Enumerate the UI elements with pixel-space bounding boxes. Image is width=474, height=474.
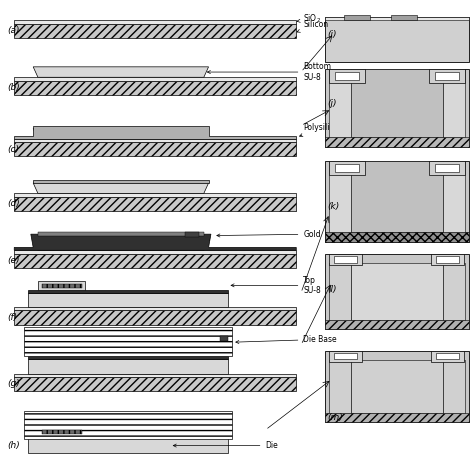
Bar (325, 137, 469, 147)
Text: (k): (k) (327, 202, 339, 210)
Bar (436, 353, 459, 359)
Bar (14, 197, 296, 211)
Bar (14, 193, 296, 197)
Bar (443, 69, 465, 137)
Bar (435, 72, 459, 80)
Bar (329, 69, 365, 83)
Text: Die Base: Die Base (236, 335, 337, 344)
Bar (14, 307, 296, 310)
Text: (b): (b) (7, 83, 20, 92)
Bar (28, 293, 228, 307)
Bar (329, 360, 351, 413)
Bar (42, 430, 82, 434)
Bar (28, 290, 228, 293)
Text: (d): (d) (7, 200, 20, 208)
Bar (329, 254, 362, 265)
Bar (14, 81, 296, 95)
Bar (14, 24, 296, 38)
Bar (14, 374, 296, 377)
Bar (220, 336, 228, 341)
Text: (g): (g) (7, 380, 20, 388)
Bar (14, 254, 296, 268)
Bar (351, 69, 443, 137)
Text: Top
SU-8: Top SU-8 (231, 276, 321, 295)
Text: Gold: Gold (217, 230, 321, 238)
Text: Polysilicon: Polysilicon (300, 123, 344, 137)
Bar (325, 161, 469, 242)
Bar (28, 438, 228, 453)
Bar (391, 15, 417, 20)
Bar (351, 161, 443, 232)
Bar (344, 15, 370, 20)
Text: (h): (h) (7, 441, 20, 450)
Bar (28, 356, 228, 359)
Bar (185, 232, 199, 237)
Bar (335, 164, 359, 172)
Bar (28, 359, 228, 374)
Text: (e): (e) (7, 256, 19, 265)
Bar (14, 77, 296, 81)
Bar (443, 161, 465, 232)
Text: (f): (f) (7, 313, 17, 322)
Text: SiO$_2$: SiO$_2$ (297, 13, 321, 26)
Bar (325, 232, 469, 242)
Bar (325, 413, 469, 422)
Polygon shape (14, 234, 296, 250)
Bar (14, 250, 296, 254)
Bar (334, 353, 357, 359)
Text: (c): (c) (7, 145, 19, 154)
Bar (443, 360, 465, 413)
Bar (325, 17, 469, 62)
Bar (329, 263, 351, 320)
Bar (325, 69, 469, 147)
Bar (325, 320, 469, 329)
Bar (33, 237, 209, 240)
Bar (38, 232, 204, 236)
Bar (14, 377, 296, 391)
Bar (429, 69, 465, 83)
Bar (334, 256, 357, 263)
Bar (42, 284, 82, 288)
Bar (14, 139, 296, 142)
Bar (24, 411, 232, 439)
Bar (38, 281, 85, 290)
Bar (33, 180, 209, 183)
Bar (28, 436, 228, 438)
Bar (325, 351, 469, 422)
Polygon shape (33, 128, 209, 139)
Bar (435, 164, 459, 172)
Polygon shape (33, 183, 209, 193)
Text: Silicon: Silicon (297, 20, 328, 32)
Bar (329, 351, 362, 362)
Bar (431, 254, 464, 265)
Bar (436, 256, 459, 263)
Text: Die: Die (173, 441, 278, 450)
Bar (431, 351, 464, 362)
Bar (329, 161, 365, 175)
Text: Bottom
SU-8: Bottom SU-8 (208, 63, 331, 82)
Bar (325, 17, 469, 20)
Bar (325, 254, 469, 329)
Text: (i): (i) (327, 30, 337, 39)
Bar (351, 360, 443, 413)
Bar (329, 69, 351, 137)
Polygon shape (33, 67, 209, 77)
Bar (42, 351, 82, 355)
Text: (l): (l) (327, 285, 337, 293)
Bar (14, 142, 296, 156)
Text: (j): (j) (327, 99, 337, 108)
Polygon shape (14, 126, 296, 139)
Bar (329, 161, 351, 232)
Bar (429, 161, 465, 175)
Bar (24, 327, 232, 356)
Bar (14, 310, 296, 325)
Text: (m): (m) (327, 413, 343, 421)
Bar (443, 263, 465, 320)
Polygon shape (33, 240, 209, 250)
Text: (a): (a) (7, 27, 19, 35)
Bar (335, 72, 359, 80)
Bar (14, 20, 296, 24)
Bar (351, 263, 443, 320)
